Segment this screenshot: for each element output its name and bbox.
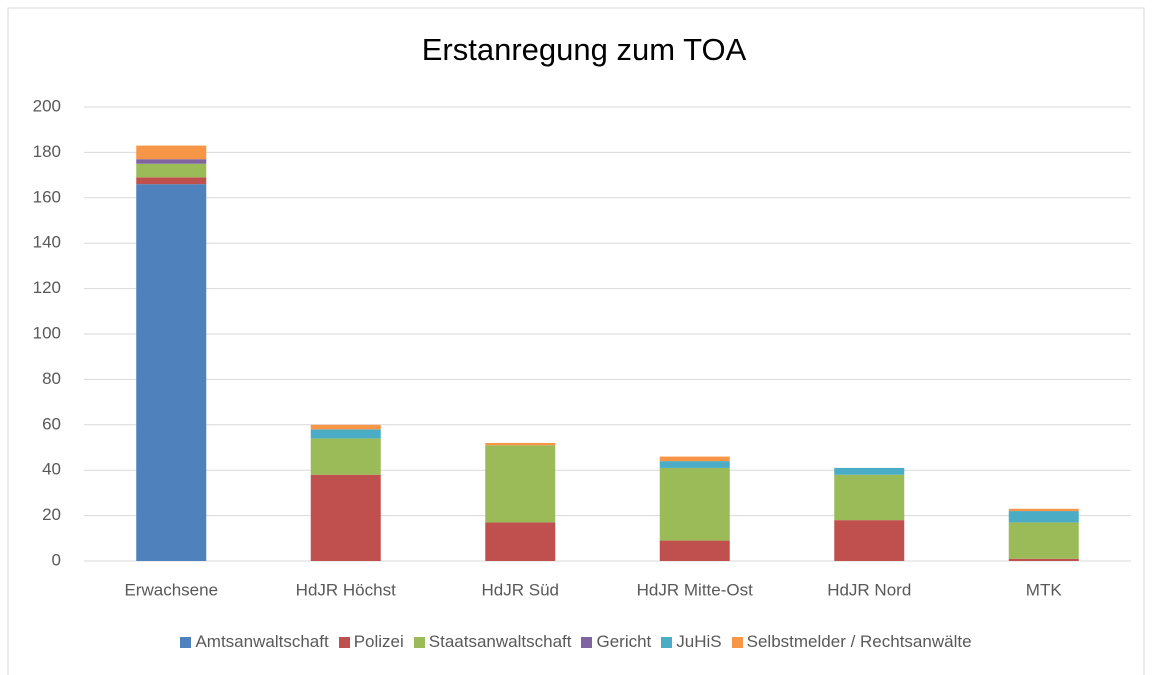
bar-segment — [834, 474, 905, 521]
bar-segment — [834, 520, 905, 561]
bar-segment — [1008, 508, 1079, 512]
bar-segment — [485, 442, 556, 446]
legend-label: JuHiS — [676, 632, 722, 651]
legend-label: Amtsanwaltschaft — [195, 632, 329, 651]
y-tick-label: 60 — [42, 414, 61, 433]
bar-segment — [310, 438, 381, 475]
legend-item: Staatsanwaltschaft — [413, 632, 572, 652]
x-tick-label: HdJR Süd — [482, 580, 559, 599]
x-tick-label: HdJR Höchst — [296, 580, 396, 599]
x-tick-label: MTK — [1026, 580, 1063, 599]
y-tick-label: 80 — [42, 369, 61, 388]
y-tick-label: 20 — [42, 505, 61, 524]
legend-item: JuHiS — [661, 632, 722, 652]
legend-item: Selbstmelder / Rechtsanwälte — [731, 632, 972, 652]
y-tick-label: 140 — [33, 233, 61, 252]
bar-segment — [659, 467, 730, 541]
bar-segment — [136, 177, 207, 185]
bar-segment — [310, 424, 381, 430]
bar-segment — [136, 184, 207, 561]
chart-border — [7, 7, 1145, 675]
legend-swatch — [731, 636, 743, 648]
legend-label: Gericht — [596, 632, 652, 651]
legend-item: Polizei — [338, 632, 404, 652]
bar-segment — [310, 429, 381, 439]
bar-segment — [659, 540, 730, 561]
x-tick-label: HdJR Mitte-Ost — [637, 580, 753, 599]
bar-segment — [136, 145, 207, 160]
legend-label: Polizei — [353, 632, 404, 651]
x-tick-label: Erwachsene — [124, 580, 218, 599]
bar-segment — [1008, 558, 1079, 561]
bar-segment — [1008, 511, 1079, 523]
y-tick-label: 100 — [33, 323, 61, 342]
bar-segment — [136, 159, 207, 164]
bar-segment — [834, 467, 905, 475]
bar-segment — [659, 456, 730, 462]
legend-label: Selbstmelder / Rechtsanwälte — [746, 632, 972, 651]
y-tick-label: 200 — [33, 96, 61, 115]
legend-item: Gericht — [581, 632, 651, 652]
bar-segment — [1008, 522, 1079, 559]
legend-label: Staatsanwaltschaft — [428, 632, 572, 651]
bar-segment — [310, 474, 381, 561]
y-tick-label: 0 — [52, 550, 61, 569]
legend-swatch — [413, 636, 425, 648]
chart-title: Erstanregung zum TOA — [422, 32, 747, 67]
bar-segment — [485, 522, 556, 561]
y-tick-label: 40 — [42, 460, 61, 479]
legend-swatch — [338, 636, 350, 648]
x-tick-label: HdJR Nord — [827, 580, 911, 599]
bar-segment — [659, 461, 730, 468]
legend-swatch — [661, 636, 673, 648]
legend-item: Amtsanwaltschaft — [180, 632, 329, 652]
y-tick-label: 160 — [33, 187, 61, 206]
y-tick-label: 120 — [33, 278, 61, 297]
legend: Amtsanwaltschaft Polizei Staatsanwaltschaf… — [0, 632, 1152, 652]
bar-segment — [485, 445, 556, 523]
bar-segment — [136, 163, 207, 178]
legend-swatch — [180, 636, 192, 648]
legend-swatch — [581, 636, 593, 648]
y-tick-label: 180 — [33, 142, 61, 161]
